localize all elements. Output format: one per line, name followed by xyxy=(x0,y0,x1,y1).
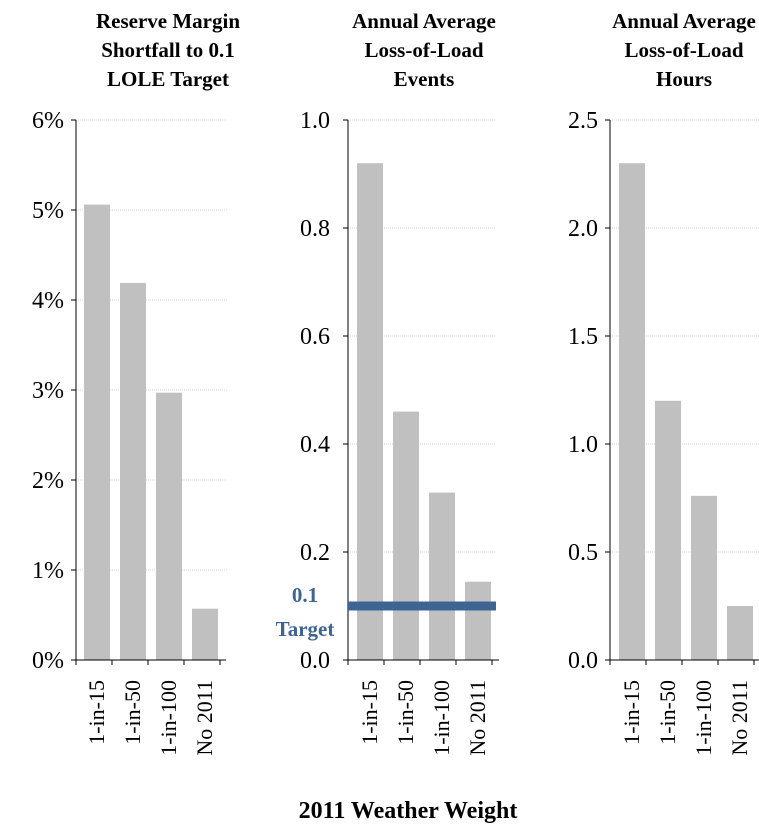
chart-title-line: Hours xyxy=(656,67,712,91)
y-tick-label: 0.0 xyxy=(568,648,598,674)
y-tick-label: 3% xyxy=(32,378,64,404)
bar-1-in-100 xyxy=(691,495,717,660)
y-tick-label: 5% xyxy=(32,198,64,224)
bar-no-2011 xyxy=(192,608,218,660)
x-category-label: No 2011 xyxy=(727,680,752,756)
chart-title-line: Shortfall to 0.1 xyxy=(101,38,235,62)
y-tick-label: 1.0 xyxy=(300,108,330,134)
y-tick-label: 0.6 xyxy=(300,324,330,350)
chart-title-line: Reserve Margin xyxy=(96,9,240,33)
bar-1-in-15 xyxy=(357,163,383,660)
bar-1-in-50 xyxy=(393,411,419,660)
x-category-label: 1-in-50 xyxy=(655,680,680,745)
y-tick-label: 0% xyxy=(32,648,64,674)
y-tick-label: 2.5 xyxy=(568,108,598,134)
target-label: Target xyxy=(276,617,335,641)
bar-1-in-15 xyxy=(619,163,645,660)
x-category-label: 1-in-50 xyxy=(393,680,418,745)
x-axis-title: 2011 Weather Weight xyxy=(299,798,518,824)
chart-title-line: Annual Average xyxy=(612,9,756,33)
chart-title-line: Loss-of-Load xyxy=(364,38,483,62)
y-tick-label: 6% xyxy=(32,108,64,134)
y-tick-label: 0.8 xyxy=(300,216,330,242)
y-tick-label: 2.0 xyxy=(568,216,598,242)
x-category-label: No 2011 xyxy=(192,680,217,756)
x-category-label: 1-in-100 xyxy=(156,680,181,756)
y-tick-label: 0.5 xyxy=(568,540,598,566)
y-tick-label: 1.0 xyxy=(568,432,598,458)
chart-title-line: Loss-of-Load xyxy=(624,38,743,62)
y-tick-label: 1% xyxy=(32,558,64,584)
y-tick-label: 1.5 xyxy=(568,324,598,350)
bar-no-2011 xyxy=(465,581,491,660)
chart-title-line: Annual Average xyxy=(352,9,496,33)
y-tick-label: 0.4 xyxy=(300,432,330,458)
bar-1-in-100 xyxy=(429,492,455,660)
y-tick-label: 0.0 xyxy=(300,648,330,674)
chart-title-line: Events xyxy=(394,67,455,91)
bar-1-in-50 xyxy=(120,282,146,660)
x-category-label: 1-in-15 xyxy=(84,680,109,745)
y-tick-label: 2% xyxy=(32,468,64,494)
bar-1-in-50 xyxy=(655,400,681,660)
x-category-label: 1-in-100 xyxy=(429,680,454,756)
bar-no-2011 xyxy=(727,606,753,660)
bar-1-in-15 xyxy=(84,204,110,660)
x-category-label: 1-in-15 xyxy=(357,680,382,745)
y-tick-label: 0.2 xyxy=(300,540,330,566)
y-tick-label: 4% xyxy=(32,288,64,314)
x-category-label: 1-in-50 xyxy=(120,680,145,745)
target-label: 0.1 xyxy=(292,583,318,607)
x-category-label: 1-in-100 xyxy=(691,680,716,756)
bar-1-in-100 xyxy=(156,392,182,660)
x-category-label: 1-in-15 xyxy=(619,680,644,745)
chart-title-line: LOLE Target xyxy=(107,67,229,91)
x-category-label: No 2011 xyxy=(465,680,490,756)
